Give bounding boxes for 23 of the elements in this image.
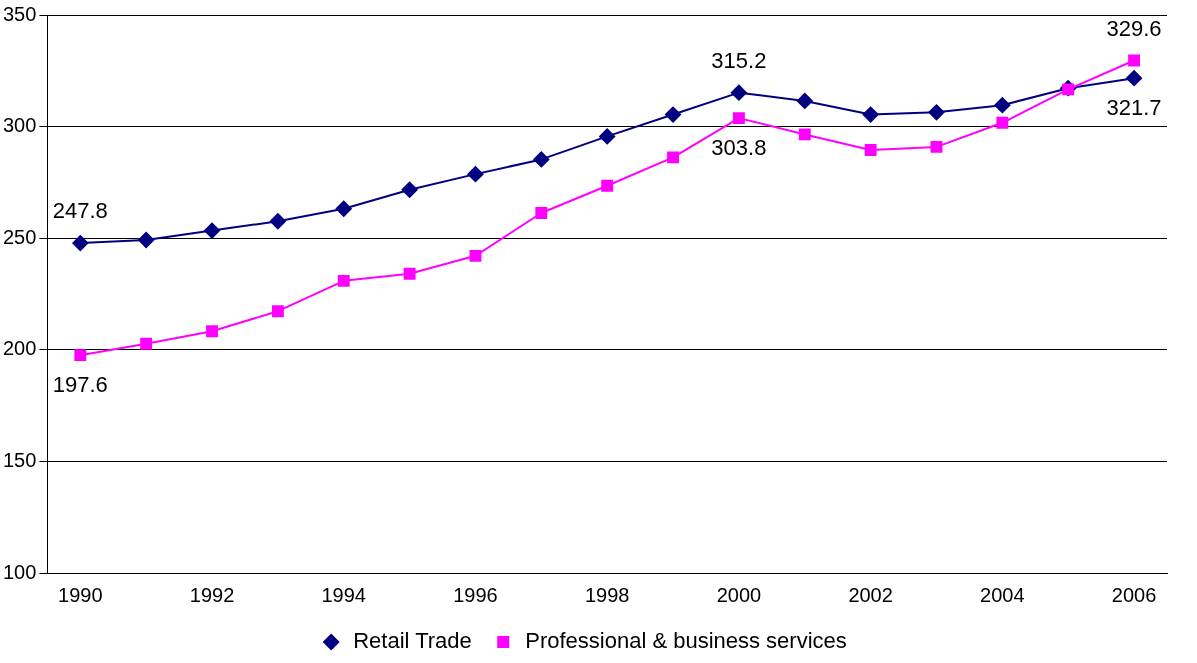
x-tick-label: 2000	[716, 583, 762, 606]
y-tick-label: 200	[2, 337, 37, 360]
data-label: 321.7	[1106, 95, 1162, 121]
x-tick-label: 1990	[58, 583, 103, 606]
x-tick-label: 1998	[584, 583, 630, 606]
y-tick-label: 350	[2, 2, 37, 25]
x-tick-label: 2002	[848, 583, 893, 606]
y-tick-label: 300	[2, 114, 37, 137]
x-tick-label: 1996	[453, 583, 498, 606]
y-tick-label: 150	[2, 448, 37, 471]
legend-label: Professional & business services	[525, 628, 847, 654]
x-tick-label: 2004	[980, 583, 1025, 606]
data-label: 315.2	[711, 47, 767, 73]
x-tick-label: 1994	[321, 583, 366, 606]
data-label: 329.6	[1106, 15, 1162, 41]
x-tick-label: 2006	[1111, 583, 1157, 606]
data-label: 197.6	[52, 372, 108, 398]
legend-label: Retail Trade	[353, 628, 472, 654]
data-label: 247.8	[52, 198, 108, 224]
data-label: 303.8	[711, 135, 767, 161]
y-tick-label: 250	[2, 225, 37, 248]
x-tick-label: 1992	[189, 583, 235, 606]
y-tick-label: 100	[2, 560, 37, 583]
